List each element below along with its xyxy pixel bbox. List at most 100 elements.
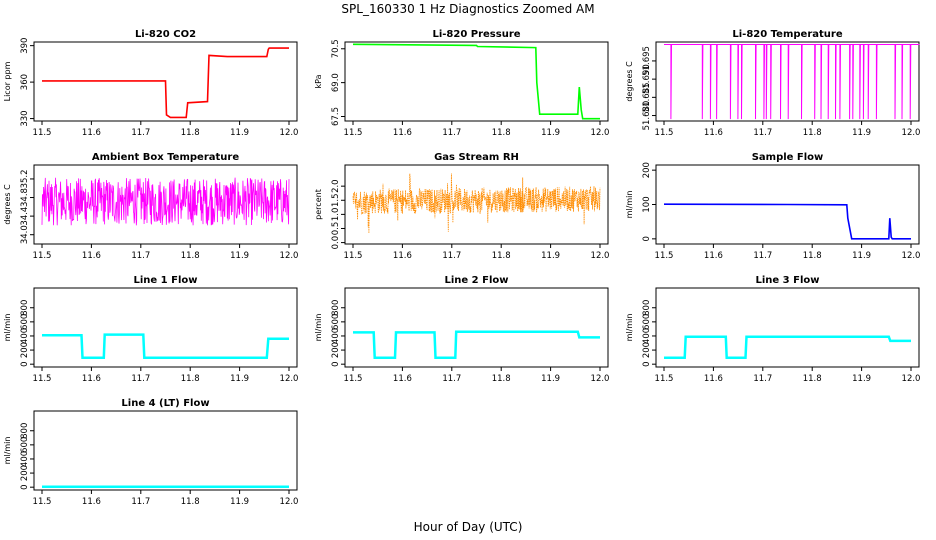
y-axis: 330 360 390 <box>20 38 34 127</box>
x-tick-label: 11.7 <box>753 374 772 384</box>
panel-title: Line 3 Flow <box>756 275 820 286</box>
series <box>663 203 911 240</box>
y-tick-label: 400 <box>20 451 30 467</box>
y-tick-label: 800 <box>20 423 30 439</box>
y-tick-label: 51.690 <box>642 64 652 94</box>
series-line <box>353 330 600 360</box>
y-tick-label: 0 <box>642 236 652 241</box>
y-tick-label: 600 <box>20 314 30 330</box>
x-tick-label: 11.9 <box>230 497 249 507</box>
figure-x-axis-label: Hour of Day (UTC) <box>414 520 523 534</box>
x-tick-label: 11.7 <box>753 251 772 261</box>
x-axis: 11.5 11.6 11.7 11.8 11.9 12.0 <box>655 120 921 138</box>
series-line <box>352 43 600 120</box>
y-tick-label: 51.695 <box>642 46 652 76</box>
plot-frame <box>655 41 920 122</box>
y-tick-label: 800 <box>331 300 341 316</box>
x-tick-label: 11.6 <box>82 128 101 138</box>
panel-title: Li-820 Pressure <box>432 29 520 40</box>
x-tick-label: 11.5 <box>344 128 363 138</box>
panel-7: Line 1 Flow ml/min 11.5 11.6 11.7 11.8 11.9 12.… <box>3 275 298 384</box>
panel-title: Gas Stream RH <box>434 152 519 163</box>
y-tick-label: 67.5 <box>331 107 341 126</box>
x-tick-label: 11.9 <box>852 128 871 138</box>
x-tick-label: 12.0 <box>902 128 921 138</box>
plot-frame <box>344 41 609 122</box>
x-tick-label: 11.5 <box>655 128 674 138</box>
y-axis: 0.00.51.01.52.0 <box>331 179 345 249</box>
x-tick-label: 11.8 <box>181 374 200 384</box>
x-tick-label: 11.9 <box>541 374 560 384</box>
y-tick-label: 0.5 <box>331 222 341 236</box>
series <box>42 47 289 119</box>
plot-frame <box>33 410 298 491</box>
x-tick-label: 12.0 <box>591 128 610 138</box>
y-axis-label: ml/min <box>314 314 323 342</box>
y-axis: 34.034.434.835.2 <box>20 169 34 244</box>
x-tick-label: 12.0 <box>280 251 299 261</box>
y-tick-label: 0 <box>642 361 652 366</box>
x-tick-label: 11.9 <box>230 251 249 261</box>
x-tick-label: 12.0 <box>280 128 299 138</box>
x-tick-label: 11.6 <box>704 374 723 384</box>
x-axis: 11.5 11.6 11.7 11.8 11.9 12.0 <box>344 366 610 384</box>
series <box>664 335 911 360</box>
x-tick-label: 11.5 <box>344 374 363 384</box>
x-tick-label: 11.9 <box>230 374 249 384</box>
y-tick-label: 2.0 <box>331 179 341 193</box>
x-tick-label: 12.0 <box>591 251 610 261</box>
x-axis: 11.5 11.6 11.7 11.8 11.9 12.0 <box>344 243 610 261</box>
y-tick-label: 200 <box>20 465 30 481</box>
series <box>353 330 600 360</box>
x-tick-label: 11.5 <box>33 374 52 384</box>
x-tick-label: 11.9 <box>541 251 560 261</box>
y-tick-label: 35.2 <box>20 169 30 188</box>
x-tick-label: 12.0 <box>591 374 610 384</box>
x-tick-label: 11.8 <box>492 128 511 138</box>
x-tick-label: 11.5 <box>655 251 674 261</box>
y-tick-label: 34.4 <box>20 207 30 226</box>
y-tick-label: 34.0 <box>20 225 30 244</box>
x-tick-label: 11.8 <box>492 251 511 261</box>
x-axis: 11.5 11.6 11.7 11.8 11.9 12.0 <box>655 366 920 384</box>
series-line <box>664 44 920 120</box>
x-tick-label: 11.6 <box>82 497 101 507</box>
y-tick-label: 51.685 <box>642 82 652 112</box>
y-axis-label: Licor ppm <box>3 61 12 101</box>
x-tick-label: 11.6 <box>393 374 412 384</box>
plot-frame <box>655 287 920 368</box>
x-tick-label: 12.0 <box>902 251 921 261</box>
x-tick-label: 11.5 <box>33 497 52 507</box>
plot-frame <box>344 287 609 368</box>
x-tick-label: 11.8 <box>181 497 200 507</box>
panel-title: Line 1 Flow <box>134 275 198 286</box>
y-tick-label: 400 <box>331 328 341 344</box>
series-line <box>352 173 601 234</box>
series <box>352 173 601 234</box>
y-axis-label: kPa <box>314 74 323 88</box>
y-axis: 67.5 69.0 70.5 <box>331 39 345 126</box>
y-tick-label: 0 <box>331 361 341 366</box>
x-tick-label: 11.7 <box>131 251 150 261</box>
x-axis: 11.5 11.6 11.7 11.8 11.9 12.0 <box>344 120 610 138</box>
x-tick-label: 11.9 <box>852 374 871 384</box>
y-axis-label: percent <box>314 189 323 220</box>
x-axis: 11.5 11.6 11.7 11.8 11.9 12.0 <box>33 489 298 507</box>
x-tick-label: 11.7 <box>442 251 461 261</box>
y-tick-label: 0.0 <box>331 236 341 250</box>
y-tick-label: 800 <box>20 300 30 316</box>
series-line <box>664 335 911 360</box>
x-tick-label: 11.7 <box>131 497 150 507</box>
y-tick-label: 100 <box>642 196 652 212</box>
x-tick-label: 11.7 <box>442 374 461 384</box>
y-axis-label: ml/min <box>3 437 12 465</box>
panel-6: Sample Flow ml/min 11.5 11.6 11.7 11.8 11.9 12.… <box>625 152 920 261</box>
panel-title: Ambient Box Temperature <box>92 152 239 163</box>
y-tick-label: 70.5 <box>331 39 341 58</box>
panel-2: Li-820 Pressure kPa 11.5 11.6 11.7 11.8 11.9 12… <box>314 29 609 138</box>
y-tick-label: 0 <box>20 361 30 366</box>
